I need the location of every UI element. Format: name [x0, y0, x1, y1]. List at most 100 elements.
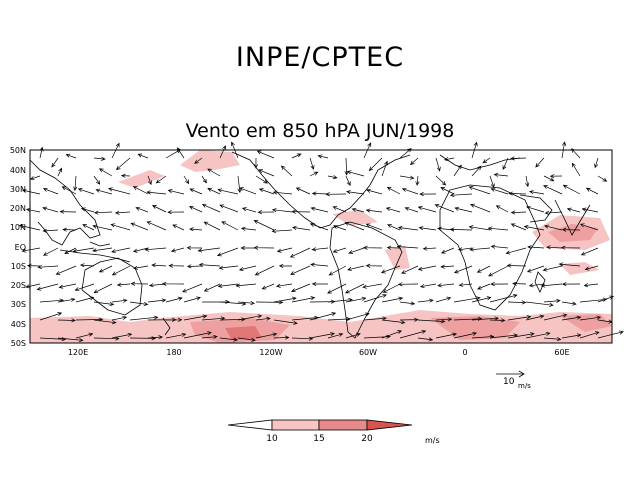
wind-vector-184	[457, 247, 473, 252]
latitude-axis: 50N 40N 30N 20N 10N EQ 10S 20S 30S 40S 5…	[10, 146, 26, 348]
wind-vector-309	[417, 319, 446, 324]
map-frame	[29, 149, 613, 344]
wind-vector-165	[111, 247, 131, 254]
lat-label-50s: 50S	[11, 339, 26, 348]
wind-vector-50	[346, 170, 365, 177]
wind-vector-195	[79, 263, 95, 268]
colorbar-tick-20: 20	[361, 434, 373, 444]
south-america-coast	[329, 221, 403, 339]
wind-vector-182	[422, 246, 437, 251]
wind-vector-31	[594, 157, 599, 169]
wind-vector-4	[111, 142, 120, 159]
wind-vector-194	[55, 265, 77, 275]
wind-vector-130	[62, 227, 77, 232]
wind-vector-91	[508, 191, 527, 196]
wind-vector-241	[327, 283, 347, 294]
wind-vector-120	[454, 206, 473, 213]
wind-vector-143	[292, 225, 311, 231]
wind-vector-315	[525, 314, 545, 321]
wind-vector-289	[57, 318, 76, 323]
wind-vector-68	[95, 188, 113, 195]
wind-vector-59	[525, 175, 530, 188]
wind-vector-223	[584, 265, 599, 271]
wind-vector-168	[170, 247, 185, 253]
wind-vector-102	[135, 206, 149, 213]
wind-vector-225	[36, 283, 59, 291]
wind-vector-155	[510, 223, 527, 231]
wind-vector-145	[332, 224, 347, 231]
wind-vector-47	[309, 171, 319, 177]
wind-vector-292	[111, 315, 128, 321]
wind-vector-201	[186, 264, 203, 269]
wind-vector-314	[507, 315, 532, 321]
wind-vector-242	[344, 283, 365, 294]
wind-vector-282	[507, 300, 527, 305]
wind-vector-259	[93, 301, 115, 307]
wind-vector-276	[399, 301, 416, 306]
wind-vector-116	[385, 207, 401, 213]
wind-vector-286	[579, 297, 608, 303]
wind-vector-333	[273, 335, 290, 340]
wind-vector-275	[381, 296, 404, 303]
wind-vector-196	[98, 265, 113, 273]
wind-vector-32	[29, 175, 41, 181]
wind-vector-197	[111, 265, 131, 276]
wind-vector-328	[183, 331, 212, 339]
wind-vector-343	[453, 331, 478, 339]
wind-vector-316	[543, 313, 568, 321]
wind-vector-87	[440, 187, 455, 195]
wind-vector-334	[291, 336, 314, 341]
wind-vector-138	[203, 221, 221, 231]
wind-vector-253	[540, 283, 563, 288]
wind-vector-233	[182, 283, 203, 293]
wind-vector-265	[201, 299, 230, 304]
wind-vector-260	[111, 298, 128, 303]
reference-vector: 10 m/s	[496, 370, 531, 390]
wind-vector-34	[73, 175, 78, 192]
wind-vector-185	[469, 247, 491, 252]
colorbar-segment-15-20	[318, 419, 368, 431]
wind-vector-217	[476, 265, 491, 273]
wind-vector-174	[276, 247, 293, 253]
wind-vector-104	[167, 210, 185, 215]
wind-vector-318	[579, 315, 602, 321]
wind-vector-117	[404, 206, 419, 213]
wind-vector-340	[399, 329, 427, 339]
wind-vector-142	[271, 228, 293, 234]
wind-vector-164	[92, 247, 113, 253]
wind-vector-324	[111, 332, 133, 339]
wind-vector-65	[42, 187, 59, 195]
wind-vector-19	[368, 157, 383, 172]
wind-vector-213	[401, 265, 419, 274]
wind-vector-247	[437, 283, 455, 288]
lat-label-30s: 30S	[11, 300, 26, 309]
wind-vector-21	[410, 157, 419, 166]
wind-vector-135	[146, 221, 167, 231]
wind-vector-78	[272, 190, 293, 195]
wind-vector-107	[219, 204, 239, 213]
wind-vector-72	[167, 189, 185, 195]
wind-vector-158	[561, 227, 581, 232]
wind-vector-161	[42, 247, 59, 256]
wind-vector-199	[151, 263, 167, 268]
lat-label-40n: 40N	[10, 166, 26, 175]
wind-vector-329	[201, 334, 218, 339]
wind-vector-189	[546, 245, 563, 250]
wind-vector-37	[121, 173, 131, 178]
wind-vector-278	[435, 296, 452, 303]
wind-vector-287	[597, 295, 615, 303]
wind-vector-238	[275, 283, 293, 288]
wind-vector-167	[144, 247, 167, 252]
wind-vector-301	[273, 319, 298, 325]
map-title: Vento em 850 hPA JUN/1998	[185, 120, 455, 142]
wind-vector-187	[505, 247, 527, 255]
lat-label-20n: 20N	[10, 204, 26, 213]
wind-vector-232	[161, 281, 185, 286]
wind-vector-293	[129, 315, 159, 321]
wind-vector-70	[132, 186, 149, 195]
wind-vector-81	[325, 192, 347, 197]
wind-vector-336	[327, 332, 344, 339]
wind-vector-215	[440, 264, 455, 269]
wind-vector-244	[382, 283, 401, 293]
